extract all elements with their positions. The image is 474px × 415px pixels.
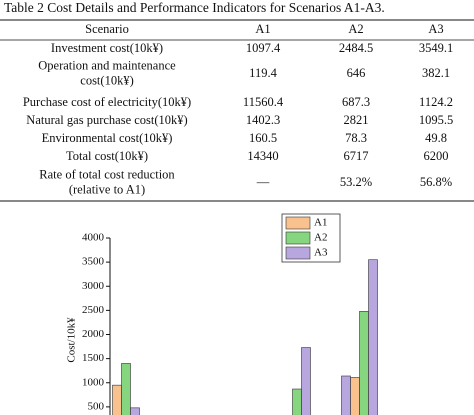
legend-swatch (285, 231, 311, 245)
y-tick-label: 2000 (82, 328, 105, 340)
row-label: cost(10k¥) (80, 73, 133, 87)
y-tick-label: 1500 (82, 352, 105, 364)
y-tick-label: 1000 (82, 376, 105, 388)
row-label: Total cost(10k¥) (66, 149, 148, 163)
header-cell: A1 (255, 22, 270, 36)
y-tick-label: 2500 (82, 304, 105, 316)
row-label: Operation and maintenance (38, 58, 176, 72)
cell: 382.1 (422, 66, 450, 80)
cell: 53.2% (340, 175, 372, 189)
cell: 56.8% (420, 175, 452, 189)
bar (368, 259, 378, 415)
bar (359, 311, 369, 415)
y-tick-label: 500 (88, 400, 105, 412)
legend-label: A2 (314, 232, 327, 244)
row-label: Rate of total cost reduction (39, 167, 175, 181)
cell: 11560.4 (243, 95, 284, 109)
y-tick-label: 3000 (82, 280, 105, 292)
cell: 2821 (344, 113, 369, 127)
legend-label: A3 (314, 247, 328, 259)
header-cell: Scenario (85, 22, 129, 36)
cell: 1124.2 (419, 95, 453, 109)
row-label: Purchase cost of electricity(10k¥) (23, 95, 191, 109)
bar (350, 377, 360, 415)
cell: 6717 (344, 149, 369, 163)
cell: 1095.5 (419, 113, 453, 127)
cell: 1097.4 (246, 41, 281, 55)
y-tick-label: 4000 (82, 232, 105, 244)
legend-swatch (285, 246, 311, 260)
legend-label: A1 (314, 217, 327, 229)
y-axis-label: Cost/10k¥ (66, 317, 78, 363)
cell: 2484.5 (339, 41, 373, 55)
cell: 646 (347, 66, 366, 80)
bar (112, 384, 122, 415)
bar (130, 407, 140, 415)
bar (301, 347, 311, 415)
cell: 14340 (247, 149, 278, 163)
header-cell: A2 (348, 22, 363, 36)
header-cell: A3 (428, 22, 443, 36)
cell: 119.4 (249, 66, 277, 80)
cell: 3549.1 (419, 41, 453, 55)
row-label: Natural gas purchase cost(10k¥) (26, 113, 187, 127)
bar (121, 363, 131, 415)
cell: 49.8 (425, 131, 447, 145)
bar (292, 388, 302, 415)
table-caption: Table 2 Cost Details and Performance Ind… (4, 0, 385, 15)
row-label: Investment cost(10k¥) (51, 41, 163, 55)
y-tick-label: 3500 (82, 256, 105, 268)
cell: 6200 (424, 149, 449, 163)
bar (341, 375, 351, 415)
cell: 1402.3 (246, 113, 280, 127)
cell: — (256, 175, 270, 189)
row-label: (relative to A1) (69, 182, 145, 196)
row-label: Environmental cost(10k¥) (42, 131, 173, 145)
legend-swatch (285, 216, 311, 230)
cell: 160.5 (249, 131, 277, 145)
cell: 78.3 (345, 131, 367, 145)
cell: 687.3 (342, 95, 370, 109)
